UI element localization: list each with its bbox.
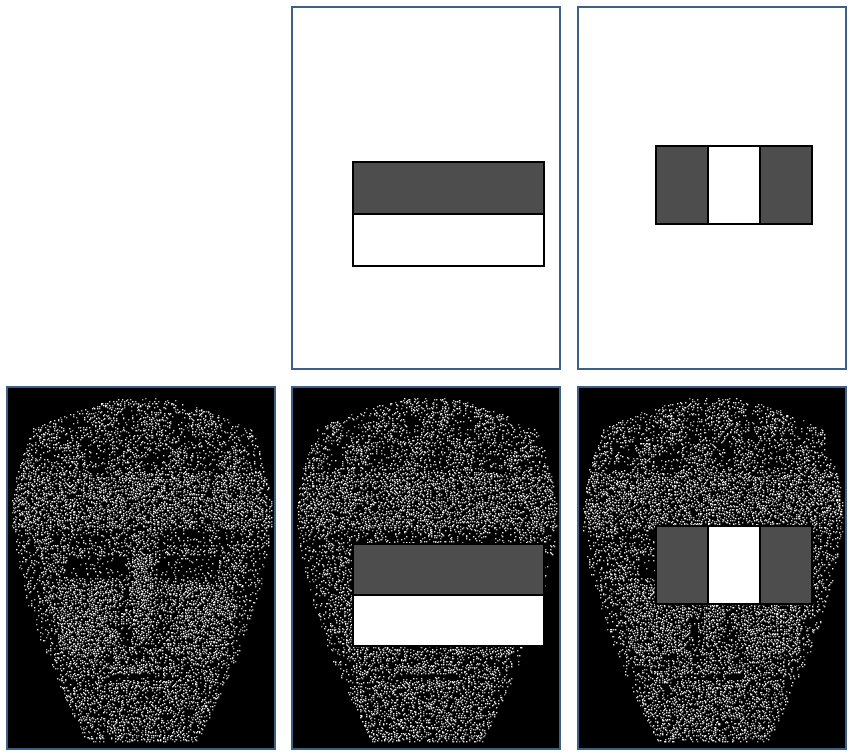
edge-feature-dark-cell xyxy=(354,545,543,594)
face-panel-with-edge-feature xyxy=(291,386,561,750)
edge-feature-light-cell xyxy=(354,594,543,645)
face-image xyxy=(583,398,844,743)
line-feature-dark-cell-right xyxy=(759,147,811,223)
edge-feature xyxy=(352,161,545,267)
line-feature-dark-cell-right xyxy=(759,527,811,603)
line-feature-dark-cell-left xyxy=(657,527,707,603)
face-image xyxy=(12,398,273,743)
feature-panel-line xyxy=(577,6,847,370)
face-image xyxy=(297,398,558,743)
line-feature xyxy=(655,145,813,225)
line-feature-overlay xyxy=(655,525,813,605)
line-feature-dark-cell-left xyxy=(657,147,707,223)
line-feature-light-cell-center xyxy=(707,527,759,603)
feature-panel-edge xyxy=(291,6,561,370)
edge-feature-overlay xyxy=(352,543,545,647)
face-panel-with-line-feature xyxy=(577,386,847,750)
line-feature-light-cell-center xyxy=(707,147,759,223)
edge-feature-dark-cell xyxy=(354,163,543,213)
edge-feature-light-cell xyxy=(354,213,543,265)
face-panel xyxy=(6,386,276,750)
